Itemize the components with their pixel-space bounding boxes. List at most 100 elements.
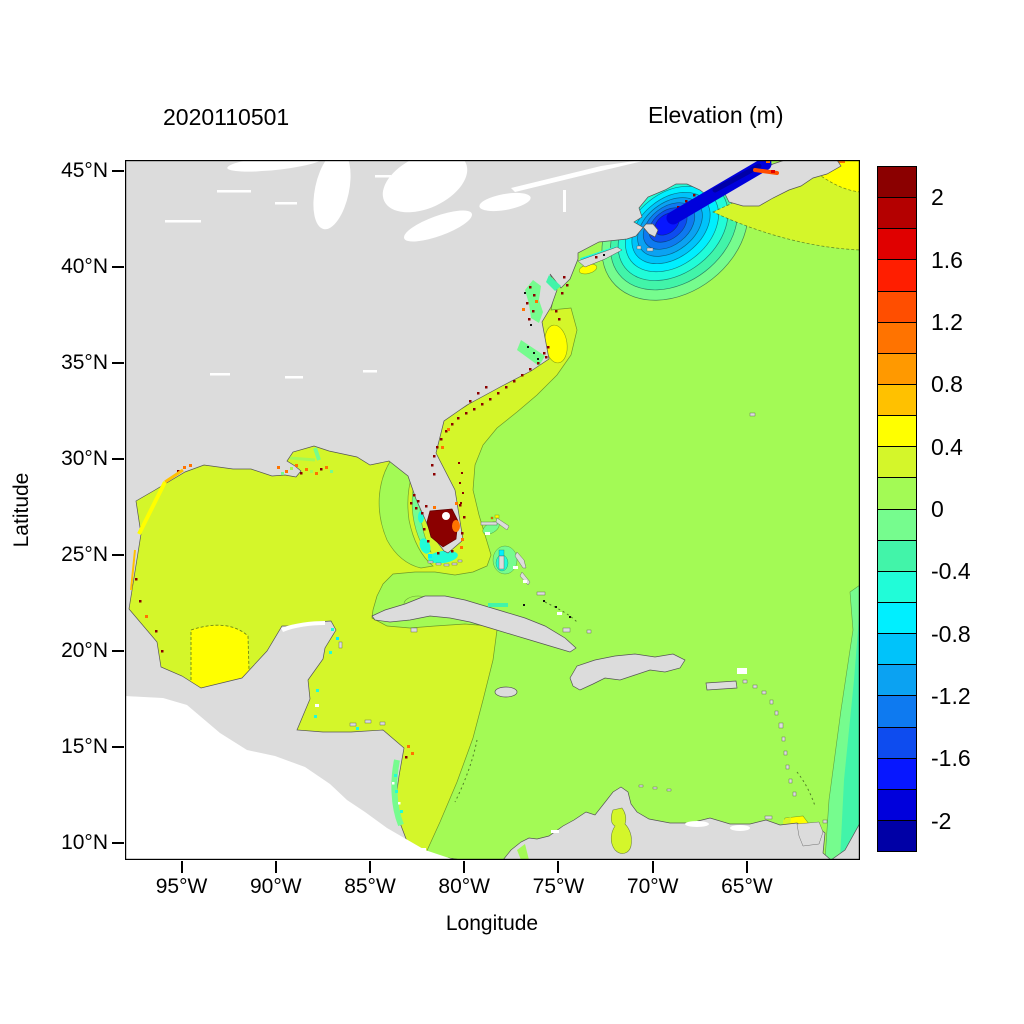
lake-maracaibo: [610, 807, 632, 854]
x-tick-label: 80°W: [438, 875, 490, 898]
colorbar-tick-label: 2: [931, 184, 944, 211]
gulf-of-uraba: [517, 844, 529, 860]
x-tick-mark: [274, 861, 277, 873]
nicaragua-coast-dots: [392, 774, 403, 813]
colorbar-cell: [878, 259, 916, 291]
colorbar-tick-label: -2: [931, 807, 952, 834]
x-tick-mark: [557, 861, 560, 873]
florida-red-speckles: [410, 462, 466, 555]
colorbar-title: Elevation (m): [648, 102, 784, 128]
cuba-land: [371, 595, 577, 653]
fundy-orange-dot: [766, 160, 770, 163]
timestamp-title: 2020110501: [163, 104, 290, 130]
jamaica-land: [494, 686, 518, 698]
x-tick-mark: [651, 861, 654, 873]
x-tick-mark: [463, 861, 466, 873]
y-tick-label: 10°N: [61, 830, 108, 854]
texas-coast-amber-strip: [164, 468, 184, 484]
colorbar-cell: [878, 726, 916, 758]
colorbar-cell: [878, 167, 916, 198]
delaware-bay: [546, 275, 561, 291]
y-tick-mark: [112, 457, 124, 460]
y-tick-mark: [112, 841, 124, 844]
colorbar: [877, 166, 917, 852]
colorbar-cell: [878, 570, 916, 602]
colorbar-cell: [878, 446, 916, 478]
coastal-speckles-orange: [145, 300, 538, 755]
west-florida-shelf-band: [378, 459, 434, 569]
y-tick-label: 40°N: [61, 254, 108, 278]
nicaragua-coast-band: [391, 759, 404, 827]
tamaulipas-coast-strip: [130, 549, 136, 591]
x-tick-mark: [745, 861, 748, 873]
colorbar-cell: [878, 477, 916, 509]
yucatan-channel-pockets: [314, 628, 359, 730]
colorbar-cell: [878, 321, 916, 353]
everglades-red-patch: [426, 508, 459, 548]
y-tick-mark: [112, 553, 124, 556]
colorbar-tick-label: -1.6: [931, 745, 971, 772]
y-tick-label: 25°N: [61, 542, 108, 566]
colorbar-tick-label: -0.8: [931, 620, 971, 647]
everglades-orange-patch: [452, 520, 460, 532]
colorbar-tick-label: -1.2: [931, 683, 971, 710]
louisiana-green-speckles: [281, 467, 333, 475]
hispaniola-land: [569, 653, 686, 691]
colorbar-cell: [878, 352, 916, 384]
bay-of-fundy-deep: [712, 163, 762, 193]
colorbar-cell: [878, 819, 916, 852]
y-tick-label: 20°N: [61, 638, 108, 662]
florida-bay-cyan: [428, 554, 432, 558]
x-tick-mark: [369, 861, 371, 873]
y-tick-label: 35°N: [61, 350, 108, 374]
y-tick-label: 45°N: [61, 158, 108, 182]
colorbar-cell: [878, 788, 916, 820]
florida-orange-speckles: [433, 502, 464, 549]
florida-bay-turquoise: [428, 550, 458, 564]
x-tick-label: 85°W: [344, 875, 396, 898]
y-tick-mark: [112, 649, 124, 652]
colorbar-cell: [878, 197, 916, 229]
colorbar-cell: [878, 633, 916, 665]
y-axis-title: Latitude: [10, 472, 33, 548]
x-tick-mark: [180, 861, 183, 873]
x-tick-label: 65°W: [721, 875, 773, 898]
east-edge-aquamarine-strip: [840, 600, 860, 860]
colorbar-cell: [878, 508, 916, 540]
x-axis-title: Longitude: [445, 912, 539, 935]
minas-red-dot: [771, 170, 775, 173]
x-tick-label: 90°W: [249, 875, 302, 898]
colorbar-tick-label: -0.4: [931, 558, 971, 585]
colorbar-cell: [878, 757, 916, 789]
colorbar-tick-label: 0: [931, 496, 944, 522]
y-tick-mark: [112, 361, 124, 364]
elevation-map: [123, 150, 862, 862]
y-tick-mark: [112, 169, 124, 172]
colorbar-cell: [878, 228, 916, 260]
cuba-south-teal-sliver: [488, 603, 508, 607]
mobile-bay: [313, 447, 321, 461]
colorbar-tick-label: 0.4: [931, 433, 963, 460]
y-tick-mark: [112, 745, 124, 748]
chesapeake-bay: [525, 280, 543, 323]
x-tick-label: 75°W: [532, 875, 585, 898]
mississippi-sound: [289, 456, 316, 462]
lake-okeechobee: [442, 512, 450, 520]
colorbar-cell: [878, 539, 916, 571]
y-tick-label: 15°N: [61, 734, 108, 758]
contour-dashes: [454, 601, 816, 807]
x-tick-label: 95°W: [155, 875, 208, 898]
colorbar-cell: [878, 290, 916, 322]
puerto-rico-land: [705, 680, 738, 691]
long-island-land: [577, 246, 623, 268]
y-tick-label: 30°N: [61, 446, 108, 470]
map-plot-area: [123, 150, 862, 862]
colorbar-cell: [878, 383, 916, 416]
colorbar-tick-label: 1.6: [931, 246, 963, 273]
texas-coast-yellow-strip: [137, 481, 167, 535]
colorbar-tick-label: 1.2: [931, 308, 963, 335]
coastal-speckles-black: [523, 254, 605, 618]
pacific-outside-domain: [125, 696, 455, 860]
colorbar-cell: [878, 695, 916, 727]
